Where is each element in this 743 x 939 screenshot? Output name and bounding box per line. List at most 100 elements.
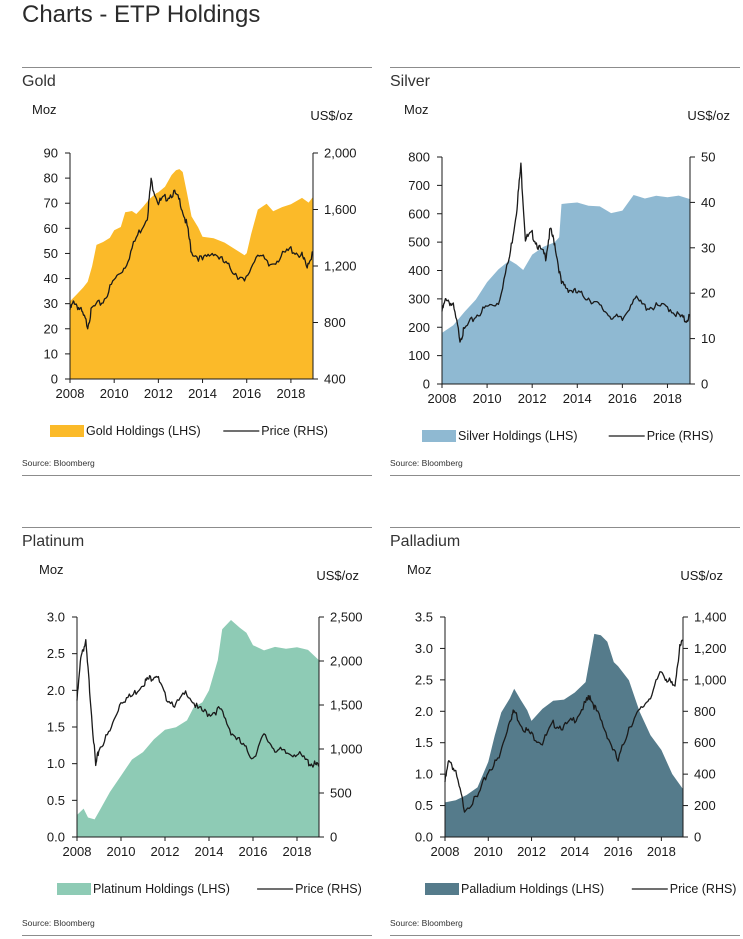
right-tick-label: 1,000 xyxy=(330,742,363,757)
chart-title: Silver xyxy=(390,73,431,90)
left-tick-label: 800 xyxy=(408,150,430,165)
left-tick-label: 1.5 xyxy=(415,735,433,750)
price-line xyxy=(76,639,320,768)
right-tick-label: 1,400 xyxy=(694,610,727,625)
right-tick-label: 1,200 xyxy=(694,641,727,656)
right-tick-label: 1,200 xyxy=(324,259,357,274)
left-tick-label: 0.5 xyxy=(415,798,433,813)
left-tick-label: 200 xyxy=(408,320,430,335)
right-axis-label: US$/oz xyxy=(310,108,353,123)
left-tick-label: 600 xyxy=(408,206,430,221)
platinum-chart: 0.0 0.5 1.0 1.5 2.0 2.5 3.0 0 500 1,000 1,500 2,000… xyxy=(39,562,363,896)
left-tick-label: 2.0 xyxy=(415,704,433,719)
legend-area-swatch xyxy=(422,430,456,442)
legend-area-swatch xyxy=(50,425,84,437)
legend-area-swatch xyxy=(57,883,91,895)
right-tick-label: 2,500 xyxy=(330,610,363,625)
left-tick-label: 0.0 xyxy=(47,830,65,845)
right-tick-label: 40 xyxy=(701,195,715,210)
x-tick-label: 2016 xyxy=(608,391,637,406)
x-tick-label: 2012 xyxy=(144,386,173,401)
right-tick-label: 1,500 xyxy=(330,698,363,713)
gold-chart-panel: Gold 0 10 20 30 40 50 60 70 80 90 400 800 1,200 1,600… xyxy=(22,67,372,479)
left-tick-label: 90 xyxy=(44,146,58,161)
left-tick-label: 3.0 xyxy=(415,641,433,656)
left-axis-label: Moz xyxy=(407,562,432,577)
price-line xyxy=(69,177,314,330)
left-axis-label: Moz xyxy=(404,102,429,117)
left-tick-label: 2.5 xyxy=(415,672,433,687)
x-tick-label: 2010 xyxy=(473,391,502,406)
left-tick-label: 3.0 xyxy=(47,610,65,625)
chart-title: Platinum xyxy=(22,533,85,550)
right-tick-label: 0 xyxy=(330,830,337,845)
x-tick-label: 2014 xyxy=(563,391,592,406)
silver-chart: 0 100 200 300 400 500 600 700 800 0 10 20 30 40 50 2008… xyxy=(404,102,730,443)
holdings-area xyxy=(70,169,313,379)
left-tick-label: 2.5 xyxy=(47,646,65,661)
price-line xyxy=(444,639,684,813)
left-axis-label: Moz xyxy=(32,102,57,117)
holdings-area xyxy=(77,620,319,837)
panel-divider xyxy=(390,475,740,476)
left-tick-label: 0 xyxy=(51,372,58,387)
palladium-chart-panel: Palladium 0.0 0.5 1.0 1.5 2.0 2.5 3.0 3.5 0 200 40… xyxy=(390,527,740,939)
legend-area-label: Platinum Holdings (LHS) xyxy=(93,882,230,896)
chart-source: Source: Bloomberg xyxy=(22,458,95,468)
right-tick-label: 400 xyxy=(694,767,716,782)
left-tick-label: 1.5 xyxy=(47,720,65,735)
left-tick-label: 300 xyxy=(408,291,430,306)
panel-divider xyxy=(390,527,740,528)
right-tick-label: 800 xyxy=(324,315,346,330)
right-tick-label: 20 xyxy=(701,286,715,301)
legend-line-label: Price (RHS) xyxy=(647,429,714,443)
left-tick-label: 0 xyxy=(423,377,430,392)
right-axis-label: US$/oz xyxy=(680,568,723,583)
right-tick-label: 800 xyxy=(694,704,716,719)
right-tick-label: 600 xyxy=(694,735,716,750)
x-tick-label: 2014 xyxy=(195,844,224,859)
panel-divider xyxy=(22,67,372,68)
x-tick-label: 2018 xyxy=(283,844,312,859)
right-tick-label: 10 xyxy=(701,331,715,346)
chart-source: Source: Bloomberg xyxy=(22,918,95,928)
left-tick-label: 0.0 xyxy=(415,830,433,845)
panel-divider xyxy=(22,527,372,528)
legend-area-label: Silver Holdings (LHS) xyxy=(458,429,577,443)
left-tick-label: 0.5 xyxy=(47,793,65,808)
x-tick-label: 2012 xyxy=(518,391,547,406)
right-tick-label: 0 xyxy=(694,830,701,845)
x-tick-label: 2008 xyxy=(431,844,460,859)
panel-divider xyxy=(390,67,740,68)
legend-line-label: Price (RHS) xyxy=(261,424,328,438)
left-tick-label: 60 xyxy=(44,221,58,236)
x-tick-label: 2014 xyxy=(188,386,217,401)
left-tick-label: 100 xyxy=(408,348,430,363)
panel-divider xyxy=(22,475,372,476)
right-tick-label: 30 xyxy=(701,240,715,255)
left-tick-label: 40 xyxy=(44,271,58,286)
silver-chart-panel: Silver 0 100 200 300 400 500 600 700 800 0 10 20 30 4… xyxy=(390,67,740,479)
right-tick-label: 500 xyxy=(330,786,352,801)
left-tick-label: 80 xyxy=(44,171,58,186)
price-line xyxy=(441,162,691,343)
left-tick-label: 70 xyxy=(44,196,58,211)
page-title: Charts - ETP Holdings xyxy=(22,1,261,28)
left-tick-label: 20 xyxy=(44,321,58,336)
x-tick-label: 2012 xyxy=(151,844,180,859)
right-axis-label: US$/oz xyxy=(687,108,730,123)
x-tick-label: 2012 xyxy=(517,844,546,859)
legend-area-swatch xyxy=(425,883,459,895)
x-tick-label: 2014 xyxy=(560,844,589,859)
palladium-chart: 0.0 0.5 1.0 1.5 2.0 2.5 3.0 3.5 0 200 400 600 800 1,0… xyxy=(407,562,736,896)
x-tick-label: 2018 xyxy=(653,391,682,406)
right-tick-label: 400 xyxy=(324,372,346,387)
x-tick-label: 2018 xyxy=(647,844,676,859)
legend-area-label: Gold Holdings (LHS) xyxy=(86,424,201,438)
x-tick-label: 2008 xyxy=(428,391,457,406)
legend-line-label: Price (RHS) xyxy=(295,882,362,896)
right-tick-label: 1,000 xyxy=(694,672,727,687)
left-tick-label: 500 xyxy=(408,235,430,250)
platinum-chart-panel: Platinum 0.0 0.5 1.0 1.5 2.0 2.5 3.0 0 500 1,000 1… xyxy=(22,527,372,939)
right-tick-label: 0 xyxy=(701,377,708,392)
